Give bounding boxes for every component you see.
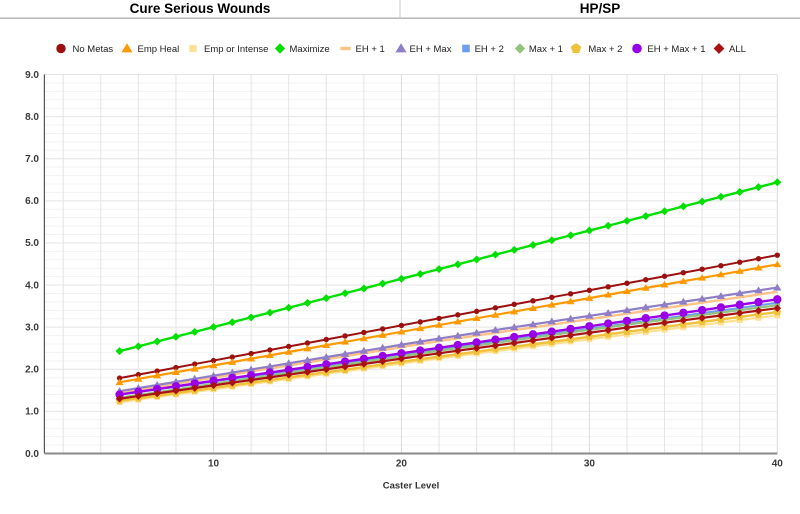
svg-text:2.0: 2.0 [25,365,39,376]
svg-text:EH + Max: EH + Max [410,44,452,55]
svg-text:Maximize: Maximize [290,44,330,55]
svg-text:30: 30 [584,459,596,470]
svg-text:8.0: 8.0 [25,112,39,123]
svg-text:ALL: ALL [729,44,746,55]
svg-text:Cure Serious Wounds: Cure Serious Wounds [130,1,271,16]
svg-text:10: 10 [208,459,220,470]
svg-text:EH + 2: EH + 2 [475,44,504,55]
svg-text:Emp or Intense: Emp or Intense [204,44,268,55]
svg-text:Emp Heal: Emp Heal [138,44,180,55]
svg-text:Caster Level: Caster Level [383,480,440,491]
svg-text:HP/SP: HP/SP [580,1,621,16]
svg-text:No Metas: No Metas [73,44,114,55]
svg-text:6.0: 6.0 [25,196,39,207]
svg-text:7.0: 7.0 [25,154,39,165]
svg-text:EH + 1: EH + 1 [356,44,385,55]
svg-text:20: 20 [396,459,408,470]
svg-text:1.0: 1.0 [25,407,39,418]
svg-text:3.0: 3.0 [25,322,39,333]
svg-text:Max + 1: Max + 1 [529,44,563,55]
svg-text:0.0: 0.0 [25,449,39,460]
svg-text:EH + Max + 1: EH + Max + 1 [647,44,705,55]
svg-text:40: 40 [772,459,784,470]
svg-text:4.0: 4.0 [25,280,39,291]
svg-text:Max + 2: Max + 2 [588,44,622,55]
svg-text:9.0: 9.0 [25,70,39,81]
svg-text:5.0: 5.0 [25,238,39,249]
